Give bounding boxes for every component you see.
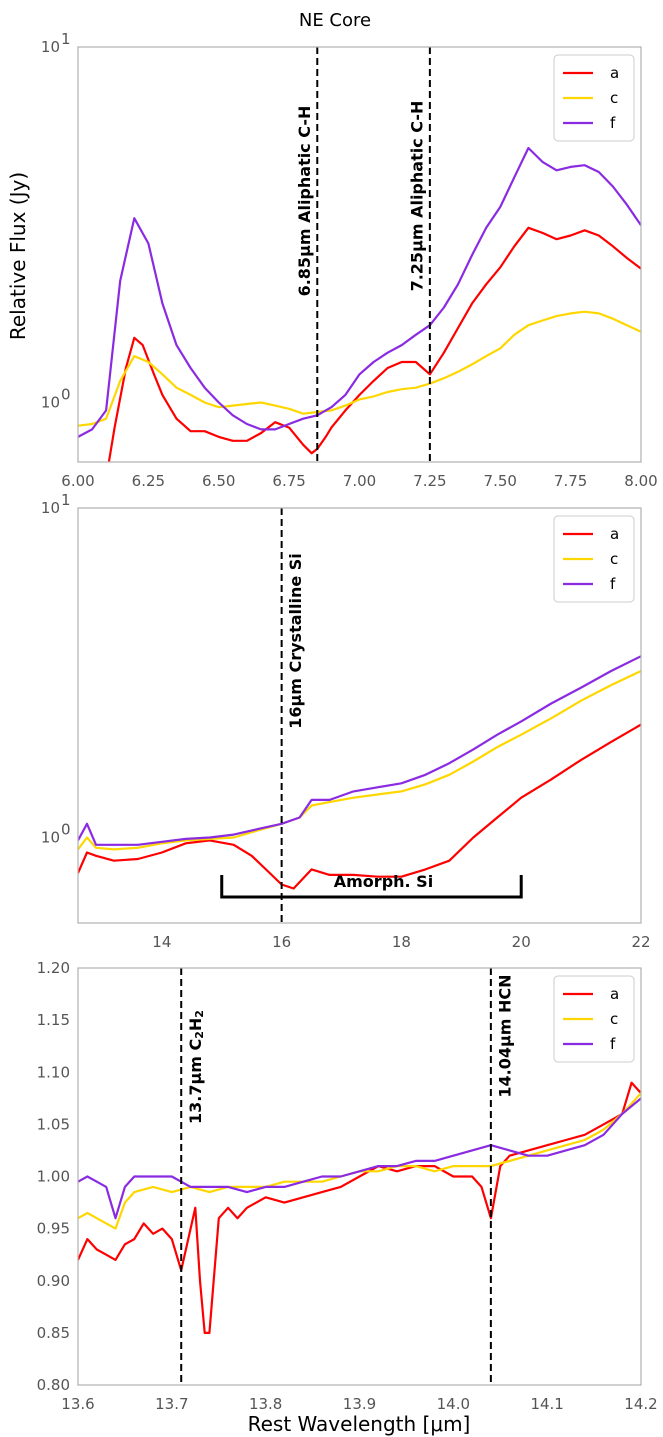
legend-label-a: a: [610, 64, 619, 82]
figure-title: NE Core: [299, 10, 371, 31]
legend-label-f: f: [610, 575, 616, 593]
panel-aliphatic: 6.85μm Aliphatic C-H 7.25μm Aliphatic C-H…: [41, 30, 658, 490]
y-axis-title: Relative Flux (Jy): [6, 172, 30, 340]
y-tick-exponent: 1: [61, 491, 71, 509]
marker-label: 13.7μm C2H2: [186, 1010, 206, 1124]
y-tick-label: 0.85: [37, 1324, 70, 1342]
legend-box: [553, 515, 635, 603]
series-line-f: [78, 655, 641, 846]
y-tick-label: 10: [41, 393, 60, 411]
series-line-c: [78, 310, 641, 427]
y-tick-label: 0.80: [37, 1376, 70, 1394]
y-tick-label: 1.20: [37, 959, 70, 977]
plot-area: [78, 655, 641, 890]
x-tick-label: 18: [392, 933, 411, 951]
y-tick-label: 1.15: [37, 1011, 70, 1029]
y-tick-label: 1.05: [37, 1115, 70, 1133]
x-tick-label: 13.8: [249, 1395, 282, 1413]
legend-label-f: f: [610, 114, 616, 132]
x-tick-label: 13.6: [61, 1395, 94, 1413]
x-tick-label: 6.75: [272, 472, 305, 490]
y-tick-label: 1.00: [37, 1168, 70, 1186]
y-tick-label: 0.95: [37, 1220, 70, 1238]
plot-frame: [77, 46, 642, 463]
y-tick-exponent: 1: [61, 30, 71, 48]
legend-label-c: c: [610, 550, 618, 568]
legend-label-c: c: [610, 1010, 618, 1028]
marker-label-part: H: [186, 1018, 205, 1031]
x-tick-label: 7.25: [413, 472, 446, 490]
series-line-f: [78, 1097, 641, 1220]
y-tick-label: 1.10: [37, 1063, 70, 1081]
y-tick-label: 10: [41, 38, 60, 56]
x-tick-label: 14.1: [530, 1395, 563, 1413]
plot-frame: [77, 967, 642, 1386]
x-tick-label: 7.00: [343, 472, 376, 490]
series-line-a: [78, 723, 641, 890]
legend-box: [553, 54, 635, 142]
x-tick-label: 7.75: [554, 472, 587, 490]
marker-label-subscript: 2: [193, 1031, 206, 1039]
x-tick-label: 20: [512, 933, 531, 951]
marker-label: 6.85μm Aliphatic C-H: [295, 106, 314, 297]
x-tick-label: 16: [272, 933, 291, 951]
x-tick-label: 13.9: [343, 1395, 376, 1413]
marker-label: 16μm Crystalline Si: [286, 553, 305, 729]
bracket-label: Amorph. Si: [334, 872, 433, 891]
x-tick-label: 14.2: [624, 1395, 657, 1413]
x-tick-label: 6.25: [132, 472, 165, 490]
y-tick-exponent: 0: [61, 820, 71, 838]
x-tick-label: 14.0: [437, 1395, 470, 1413]
legend-label-a: a: [610, 985, 619, 1003]
legend-label-c: c: [610, 89, 618, 107]
marker-label-part: 13.7μm C: [186, 1039, 205, 1124]
x-tick-label: 14: [152, 933, 171, 951]
x-tick-label: 22: [631, 933, 650, 951]
x-tick-label: 6.00: [61, 472, 94, 490]
marker-label: 14.04μm HCN: [495, 974, 514, 1097]
x-tick-label: 8.00: [624, 472, 657, 490]
marker-label-subscript: 2: [193, 1010, 206, 1018]
x-tick-label: 6.50: [202, 472, 235, 490]
x-axis-title: Rest Wavelength [μm]: [248, 1412, 471, 1436]
y-tick-label: 0.90: [37, 1272, 70, 1290]
legend-label-f: f: [610, 1035, 616, 1053]
x-tick-label: 13.7: [155, 1395, 188, 1413]
plot-area: [78, 1081, 641, 1334]
legend-label-a: a: [610, 525, 619, 543]
x-tick-label: 7.50: [484, 472, 517, 490]
series-line-a: [107, 226, 641, 462]
plot-frame: [77, 507, 642, 924]
series-line-f: [78, 146, 641, 438]
series-line-a: [78, 1081, 641, 1334]
series-line-c: [78, 1092, 641, 1230]
series-line-c: [78, 670, 641, 851]
panel-silicate: 16μm Crystalline Si Amorph. Si 14 16 18 20 22 1…: [41, 491, 651, 951]
legend-box: [553, 975, 635, 1063]
y-tick-label: 10: [41, 499, 60, 517]
y-tick-label: 10: [41, 828, 60, 846]
bracket-line: [220, 875, 523, 899]
marker-label: 7.25μm Aliphatic C-H: [407, 101, 426, 292]
plot-area: [78, 146, 641, 462]
y-tick-exponent: 0: [61, 385, 71, 403]
